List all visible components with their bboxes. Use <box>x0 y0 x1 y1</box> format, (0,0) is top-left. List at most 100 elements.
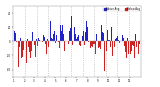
Bar <box>32 32 33 41</box>
Bar <box>22 41 23 57</box>
Bar <box>87 27 88 41</box>
Bar <box>84 41 85 45</box>
Bar <box>138 41 139 54</box>
Bar <box>134 41 135 58</box>
Legend: Above Avg, Below Avg: Above Avg, Below Avg <box>103 6 140 11</box>
Bar <box>109 40 110 41</box>
Bar <box>128 41 129 54</box>
Bar <box>27 39 28 41</box>
Bar <box>30 41 31 58</box>
Bar <box>95 41 96 54</box>
Bar <box>74 27 75 41</box>
Bar <box>53 34 54 41</box>
Bar <box>34 41 35 45</box>
Bar <box>90 41 91 48</box>
Bar <box>79 41 80 45</box>
Bar <box>36 39 37 41</box>
Bar <box>111 27 112 41</box>
Bar <box>117 36 118 41</box>
Bar <box>123 38 124 41</box>
Bar <box>96 34 97 41</box>
Bar <box>103 33 104 41</box>
Bar <box>42 41 43 42</box>
Bar <box>122 35 123 41</box>
Bar <box>131 41 132 51</box>
Bar <box>108 40 109 41</box>
Bar <box>63 34 64 41</box>
Bar <box>19 41 20 47</box>
Bar <box>70 28 71 41</box>
Bar <box>106 41 107 51</box>
Bar <box>118 40 119 41</box>
Bar <box>107 29 108 41</box>
Bar <box>56 35 57 41</box>
Bar <box>51 38 52 41</box>
Bar <box>62 25 63 41</box>
Bar <box>59 41 60 48</box>
Bar <box>136 41 137 47</box>
Bar <box>110 41 111 47</box>
Bar <box>46 41 47 54</box>
Bar <box>72 41 73 45</box>
Bar <box>133 41 134 46</box>
Bar <box>15 33 16 41</box>
Bar <box>18 41 19 67</box>
Bar <box>29 41 30 52</box>
Bar <box>125 41 126 52</box>
Bar <box>85 32 86 41</box>
Bar <box>54 31 55 41</box>
Bar <box>68 41 69 44</box>
Bar <box>94 41 95 44</box>
Bar <box>135 33 136 41</box>
Bar <box>71 16 72 41</box>
Bar <box>45 41 46 44</box>
Bar <box>83 31 84 41</box>
Bar <box>127 38 128 41</box>
Bar <box>52 39 53 41</box>
Bar <box>38 38 39 41</box>
Bar <box>23 41 24 50</box>
Bar <box>92 41 93 47</box>
Bar <box>77 37 78 41</box>
Bar <box>80 41 81 46</box>
Bar <box>126 41 127 58</box>
Bar <box>44 37 45 41</box>
Bar <box>50 21 51 41</box>
Bar <box>48 41 49 47</box>
Bar <box>112 41 113 56</box>
Bar <box>98 41 99 48</box>
Bar <box>69 31 70 41</box>
Bar <box>86 21 87 41</box>
Bar <box>58 41 59 42</box>
Bar <box>124 41 125 46</box>
Bar <box>61 31 62 41</box>
Bar <box>37 41 38 46</box>
Bar <box>16 41 17 42</box>
Bar <box>114 41 115 47</box>
Bar <box>88 41 89 42</box>
Bar <box>82 36 83 41</box>
Bar <box>47 39 48 41</box>
Bar <box>116 38 117 41</box>
Bar <box>100 41 101 49</box>
Bar <box>132 41 133 45</box>
Bar <box>21 41 22 58</box>
Bar <box>55 41 56 43</box>
Bar <box>101 25 102 41</box>
Bar <box>43 35 44 41</box>
Bar <box>35 41 36 57</box>
Bar <box>115 39 116 41</box>
Bar <box>93 41 94 44</box>
Bar <box>91 41 92 46</box>
Bar <box>28 41 29 47</box>
Bar <box>76 39 77 41</box>
Bar <box>99 41 100 47</box>
Bar <box>20 38 21 41</box>
Bar <box>130 41 131 54</box>
Bar <box>26 41 27 63</box>
Bar <box>14 31 15 41</box>
Bar <box>104 41 105 71</box>
Bar <box>60 25 61 41</box>
Bar <box>139 41 140 44</box>
Bar <box>102 31 103 41</box>
